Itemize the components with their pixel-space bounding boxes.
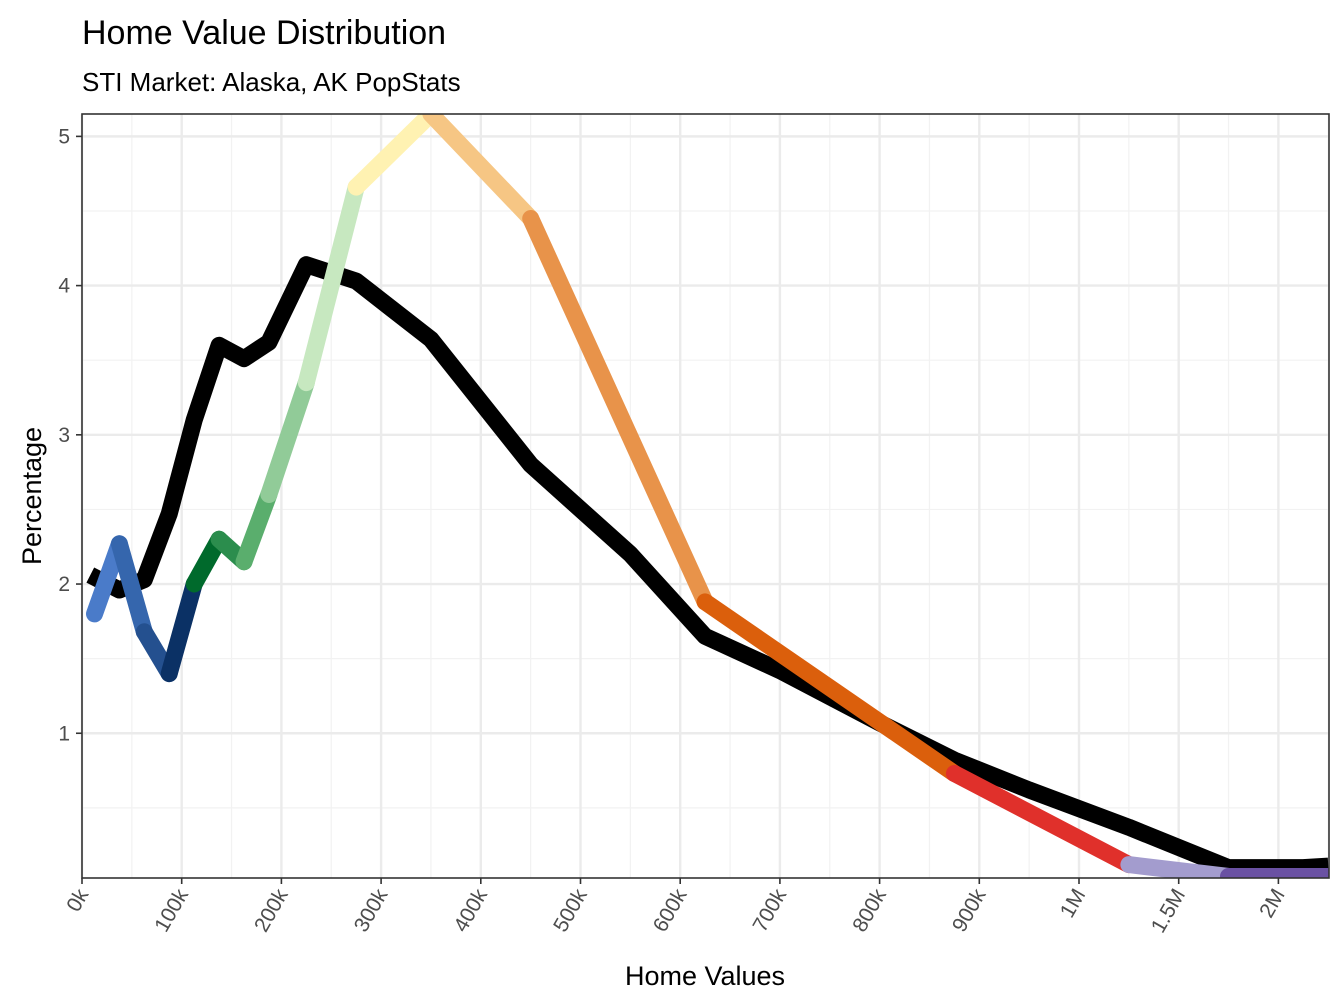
sti-market-segment: [160, 575, 203, 683]
x-tick-label: 400k: [449, 885, 492, 936]
y-axis: 1 2 3 4 5: [58, 125, 82, 745]
sti-market-segment: [945, 765, 1138, 874]
sti-market-segment: [235, 486, 278, 571]
sti-market-segment: [110, 535, 153, 641]
x-tick-label: 0k: [62, 885, 93, 916]
sti-market-segment: [422, 114, 540, 227]
y-axis-title: Percentage: [17, 427, 47, 565]
sti-market-segment: [1120, 856, 1237, 878]
x-tick-label: 1.5M: [1147, 885, 1190, 937]
plot-panel-border: [81, 113, 1330, 879]
sti-market-segment: [696, 593, 963, 782]
y-tick-label: 1: [58, 722, 70, 745]
series-layer: [86, 114, 1329, 878]
x-tick-label: 2M: [1255, 885, 1290, 922]
x-tick-label: 1M: [1056, 885, 1091, 922]
sti-market-segment: [522, 210, 714, 611]
x-tick-label: 600k: [649, 885, 692, 936]
y-tick-label: 2: [58, 573, 70, 596]
x-tick-label: 700k: [749, 885, 792, 936]
x-tick-label: 900k: [948, 885, 991, 936]
y-tick-label: 5: [58, 125, 70, 148]
chart-title: Home Value Distribution: [82, 14, 446, 52]
sti-market-segment: [347, 114, 440, 196]
x-tick-label: 200k: [250, 885, 293, 936]
chart-subtitle: STI Market: Alaska, AK PopStats: [82, 67, 461, 97]
sti-market-segment: [260, 374, 315, 503]
x-tick-label: 300k: [350, 885, 393, 936]
popstats-line: [86, 256, 1329, 877]
x-tick-label: 800k: [848, 885, 891, 936]
y-tick-label: 4: [58, 275, 70, 298]
x-tick-label: 500k: [549, 885, 592, 936]
x-axis: 0k 100k 200k 300k 400k 500k 600k 700k 800k 900k 1M…: [62, 878, 1290, 937]
y-tick-label: 3: [58, 424, 70, 447]
x-tick-label: 100k: [150, 885, 193, 936]
x-axis-title: Home Values: [625, 961, 785, 991]
sti-market-segment: [297, 178, 365, 392]
